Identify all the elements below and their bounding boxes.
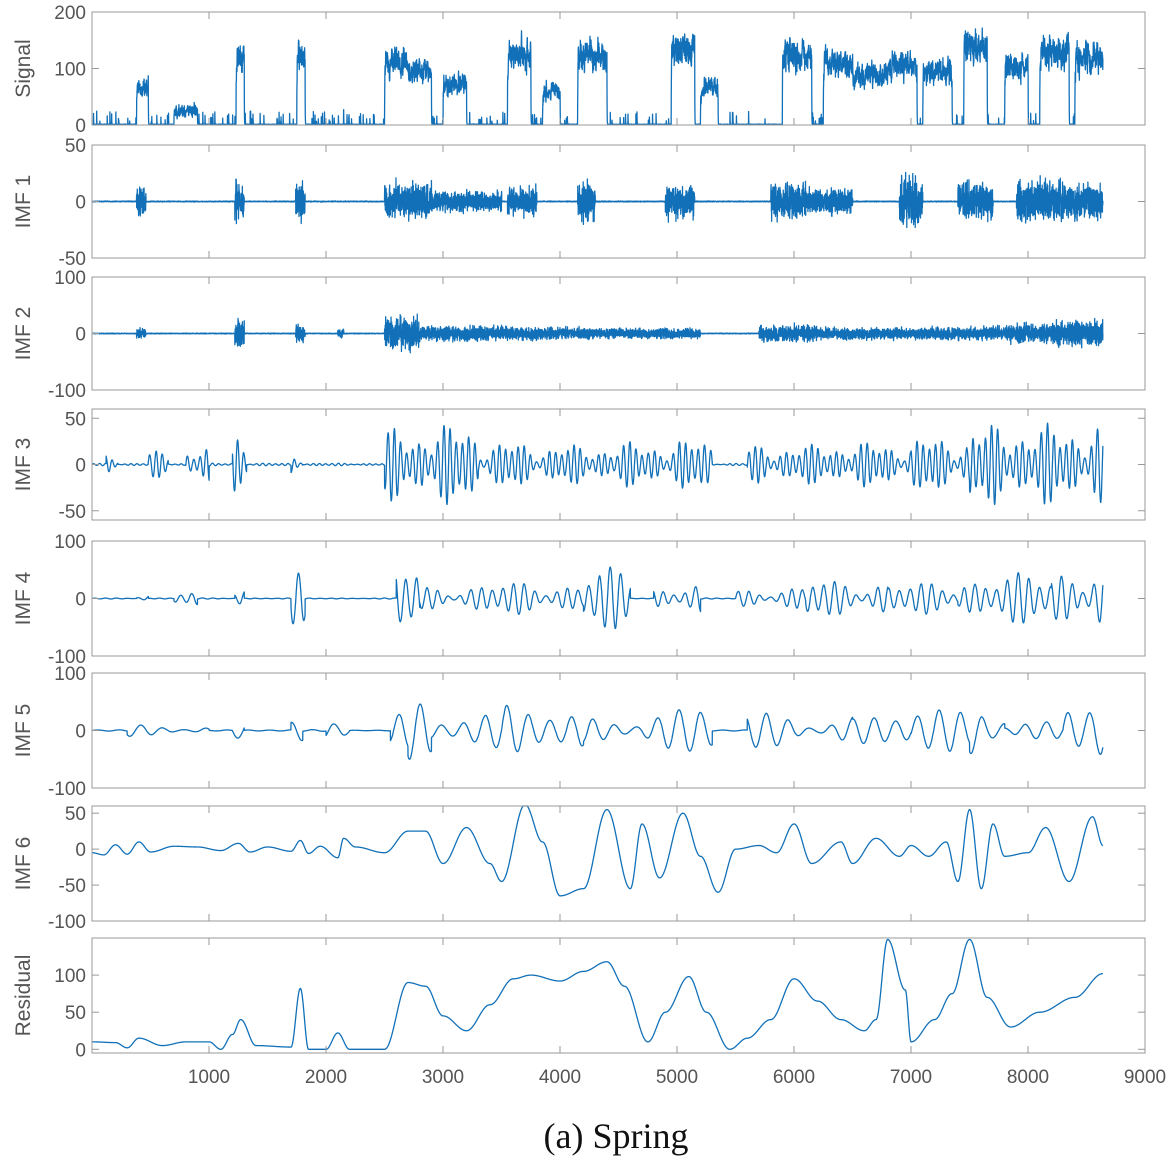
y-axis-label: IMF 4 (12, 571, 35, 625)
panel-imf-1: -50 0 50 IMF 1 (12, 136, 1146, 270)
series-trace (91, 703, 1104, 760)
series-trace (91, 805, 1104, 897)
panel-imf-4: -100 0 100 IMF 4 (12, 532, 1146, 668)
series-trace (91, 422, 1104, 506)
y-axis-label: Signal (12, 39, 35, 97)
y-tick-label: -100 (48, 779, 86, 800)
panel-imf-6: -100 -50 0 50 IMF 6 (12, 804, 1146, 933)
panel-imf-2: -100 0 100 IMF 2 (12, 268, 1146, 402)
y-axis-label: IMF 2 (12, 307, 35, 361)
axes-frame (91, 805, 1146, 922)
panel-imf-3: -50 0 50 IMF 3 (12, 408, 1146, 523)
y-tick-label: 200 (54, 3, 86, 24)
y-tick-label: 100 (54, 966, 86, 987)
y-tick-label: 50 (65, 1003, 86, 1024)
y-tick-label: 0 (75, 456, 86, 477)
y-tick-label: 0 (75, 840, 86, 861)
series-trace (91, 313, 1104, 354)
y-tick-label: 100 (54, 268, 86, 289)
x-tick-label: 5000 (656, 1067, 698, 1088)
y-axis-label: Residual (12, 955, 35, 1037)
y-tick-label: 100 (54, 664, 86, 685)
y-tick-label: 100 (54, 60, 86, 81)
figure-caption: (a) Spring (544, 1116, 689, 1156)
y-axis-label: IMF 1 (12, 175, 35, 229)
y-tick-label: -100 (48, 381, 86, 402)
y-tick-label: -50 (59, 502, 86, 523)
y-axis-label: IMF 5 (12, 704, 35, 758)
x-tick-label: 1000 (188, 1067, 230, 1088)
y-tick-label: 0 (75, 1040, 86, 1061)
y-tick-label: 100 (54, 532, 86, 553)
y-tick-label: -50 (59, 249, 86, 270)
series-trace (91, 566, 1104, 630)
y-axis-label: IMF 6 (12, 837, 35, 891)
y-axis-label: IMF 3 (12, 438, 35, 492)
panel-signal: 0 100 200 Signal (12, 3, 1146, 137)
x-tick-label: 7000 (890, 1067, 932, 1088)
y-tick-label: 0 (75, 590, 86, 611)
y-tick-label: 0 (75, 722, 86, 743)
y-tick-label: 0 (75, 193, 86, 214)
y-tick-label: 0 (75, 325, 86, 346)
series-trace (91, 938, 1104, 1050)
y-tick-label: 50 (65, 136, 86, 157)
y-tick-label: 0 (75, 116, 86, 137)
x-tick-label: 2000 (305, 1067, 347, 1088)
panel-residual: 0 50 100 Residual (12, 937, 1146, 1061)
x-tick-label: 9000 (1124, 1067, 1166, 1088)
y-tick-label: 50 (65, 409, 86, 430)
y-tick-label: -100 (48, 912, 86, 933)
y-tick-label: -50 (59, 876, 86, 897)
series-trace (91, 171, 1104, 229)
x-tick-label: 3000 (422, 1067, 464, 1088)
x-tick-label: 6000 (773, 1067, 815, 1088)
series-trace (91, 27, 1104, 126)
panel-imf-5: -100 0 100 IMF 5 (12, 664, 1146, 800)
y-tick-label: -100 (48, 647, 86, 668)
y-tick-label: 50 (65, 804, 86, 825)
x-tick-label: 8000 (1007, 1067, 1049, 1088)
shared-x-axis: 1000 2000 3000 4000 5000 6000 7000 8000 9000 (188, 1067, 1166, 1088)
x-tick-label: 4000 (539, 1067, 581, 1088)
axes-frame (91, 937, 1146, 1054)
